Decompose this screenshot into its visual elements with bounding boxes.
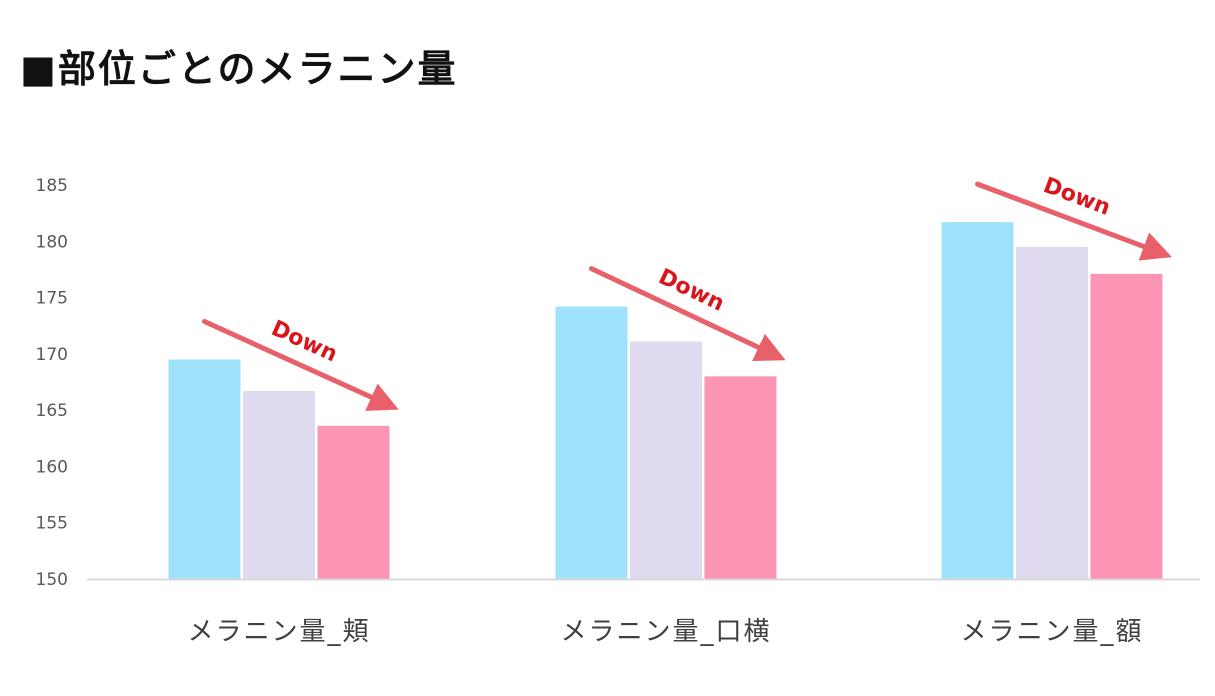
bar [1016, 246, 1088, 579]
category-label: メラニン量_口横 [560, 617, 771, 647]
down-label: Down [655, 264, 728, 316]
y-tick-label: 175 [36, 289, 68, 309]
down-arrow [202, 318, 399, 411]
y-tick-label: 180 [36, 232, 68, 252]
category-labels: メラニン量_頬 メラニン量_口横 メラニン量_額 [187, 617, 1143, 647]
bar [317, 425, 390, 579]
bar [168, 359, 241, 579]
bar [941, 222, 1014, 580]
bars [168, 222, 1163, 580]
y-tick-label: 150 [36, 570, 68, 590]
down-label: Down [267, 316, 341, 367]
down-arrow [975, 181, 1172, 261]
bar [704, 376, 777, 579]
bar [630, 341, 702, 579]
y-tick-label: 170 [36, 345, 68, 365]
y-tick-label: 160 [36, 457, 68, 477]
bar [243, 391, 315, 579]
bar [555, 306, 628, 579]
category-label: メラニン量_額 [960, 617, 1143, 647]
y-tick-label: 165 [36, 401, 68, 421]
y-axis-ticks: 150 155 160 165 170 175 180 185 [36, 176, 68, 590]
bar [1090, 273, 1163, 579]
down-arrow [589, 266, 786, 361]
y-tick-label: 155 [36, 514, 68, 534]
y-tick-label: 185 [36, 176, 68, 196]
chart-title: ■部位ごとのメラニン量 [20, 47, 458, 91]
category-label: メラニン量_頬 [187, 617, 370, 647]
